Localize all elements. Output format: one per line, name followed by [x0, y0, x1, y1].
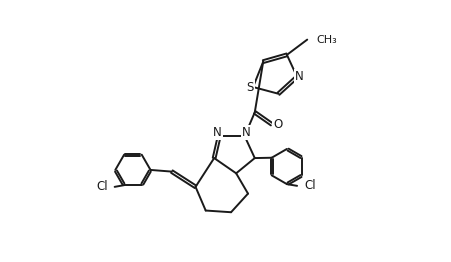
- Text: Cl: Cl: [304, 179, 315, 192]
- Text: N: N: [294, 70, 303, 83]
- Text: O: O: [272, 118, 282, 132]
- Text: N: N: [213, 126, 221, 139]
- Text: N: N: [241, 126, 250, 139]
- Text: CH₃: CH₃: [316, 35, 337, 45]
- Text: S: S: [246, 81, 253, 94]
- Text: Cl: Cl: [96, 180, 108, 193]
